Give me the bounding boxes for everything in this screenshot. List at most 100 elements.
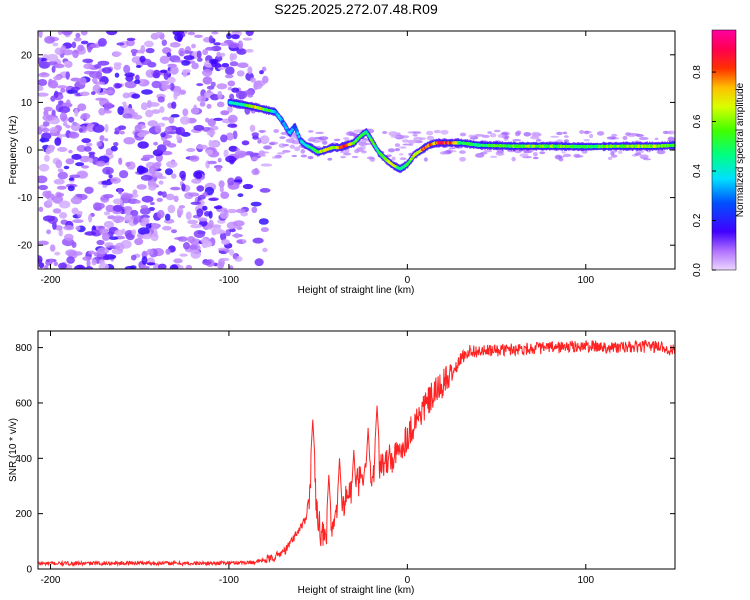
heatmap-halo-cell [584,130,590,135]
heatmap-noise-cell [145,47,155,54]
heatmap-halo-cell [549,135,560,138]
heatmap-noise-cell [197,194,206,200]
heatmap-noise-cell [123,137,136,145]
heatmap-noise-cell [79,155,91,163]
heatmap-halo-cell [523,149,533,154]
heatmap-halo-cell [596,131,605,136]
heatmap-halo-cell [519,153,529,158]
heatmap-noise-cell [170,186,181,191]
heatmap-noise-cell [76,145,87,152]
heatmap-ridge-cell [293,124,297,129]
heatmap-noise-cell [72,219,84,224]
heatmap-noise-cell [149,222,160,231]
heatmap-noise-cell [51,65,56,73]
heatmap-noise-cell [154,125,162,133]
heatmap-noise-cell [220,191,230,199]
heatmap-halo-cell [282,150,291,153]
heatmap-noise-cell [103,220,114,229]
heatmap-noise-cell [115,242,125,252]
heatmap-noise-cell [71,41,77,49]
heatmap-noise-cell [196,185,205,192]
heatmap-noise-cell [56,85,68,89]
heatmap-noise-cell [54,137,62,146]
heatmap-noise-cell [42,215,55,222]
heatmap-noise-cell [135,199,141,204]
heatmap-noise-cell [250,77,256,83]
heatmap-halo-cell [412,133,418,137]
heatmap-noise-cell [254,258,264,267]
heatmap-noise-cell [57,31,63,36]
heatmap-noise-cell [177,236,188,242]
heatmap-ridge-cell [296,131,299,136]
heatmap-halo-cell [474,134,485,137]
heatmap-noise-cell [225,66,235,75]
heatmap-halo-cell [635,134,644,137]
heatmap-noise-cell [112,215,125,223]
heatmap-noise-cell [165,193,175,201]
heatmap-noise-cell [84,231,97,236]
heatmap-halo-cell [343,137,350,140]
heatmap-noise-cell [59,212,68,219]
heatmap-noise-cell [216,83,228,90]
heatmap-noise-cell [92,124,105,133]
heatmap-halo-cell [271,156,278,159]
heatmap-halo-cell [327,157,333,161]
heatmap-noise-cell [237,62,249,68]
heatmap-noise-cell [221,239,231,245]
heatmap-noise-cell [181,183,186,192]
heatmap-halo-cell [333,138,341,142]
heatmap-noise-cell [44,264,49,269]
heatmap-noise-cell [176,133,181,141]
heatmap-noise-cell [52,195,64,204]
colorbar: 0.0 0.2 0.4 0.6 0.8 Normalized spectral ampl… [692,29,746,277]
heatmap-noise-cell [60,45,67,54]
heatmap-noise-cell [58,106,71,114]
heatmap-noise-cell [55,159,63,169]
heatmap-noise-cell [146,248,154,256]
heatmap-noise-cell [52,42,59,47]
heatmap-halo-cell [667,139,675,142]
heatmap-noise-cell [171,101,177,109]
heatmap-noise-cell [137,227,150,235]
heatmap-halo-cell [261,151,270,154]
heatmap-noise-cell [188,192,200,197]
heatmap-noise-cell [56,192,65,197]
heatmap-noise-cell [165,248,171,255]
heatmap-noise-cell [191,62,199,70]
heatmap-noise-cell [187,31,196,36]
heatmap-noise-cell [95,97,106,101]
heatmap-noise-cell [182,108,189,117]
heatmap-noise-cell [250,201,262,207]
heatmap-noise-cell [220,52,226,57]
heatmap-noise-cell [233,179,243,183]
heatmap-halo-cell [399,157,407,161]
y-tick-label: 20 [21,50,33,61]
heatmap-halo-cell [308,130,314,133]
heatmap-noise-cell [153,229,158,238]
heatmap-halo-cell [583,138,590,142]
heatmap-noise-cell [227,80,236,87]
heatmap-noise-cell [233,220,245,227]
heatmap-noise-cell [114,83,122,89]
colorbar-tick-label: 0.4 [692,164,703,178]
heatmap-noise-cell [213,42,222,46]
heatmap-halo-cell [388,131,398,137]
heatmap-noise-cell [95,160,106,167]
heatmap-noise-cell [179,265,184,269]
heatmap-noise-cell [207,89,212,94]
heatmap-halo-cell [656,149,666,155]
heatmap-noise-cell [139,167,149,174]
heatmap-noise-cell [229,223,234,230]
heatmap-noise-cell [54,90,59,99]
heatmap-halo-cell [340,155,346,159]
heatmap-noise-cell [124,265,136,269]
heatmap-noise-cell [85,142,93,147]
heatmap-noise-cell [71,198,81,202]
heatmap-noise-cell [55,225,63,231]
y-tick-label: 800 [15,343,32,354]
heatmap-noise-cell [74,108,79,117]
heatmap-noise-cell [210,94,220,101]
heatmap-halo-cell [475,153,485,158]
heatmap-noise-cell [57,168,64,173]
heatmap-noise-cell [75,32,81,38]
